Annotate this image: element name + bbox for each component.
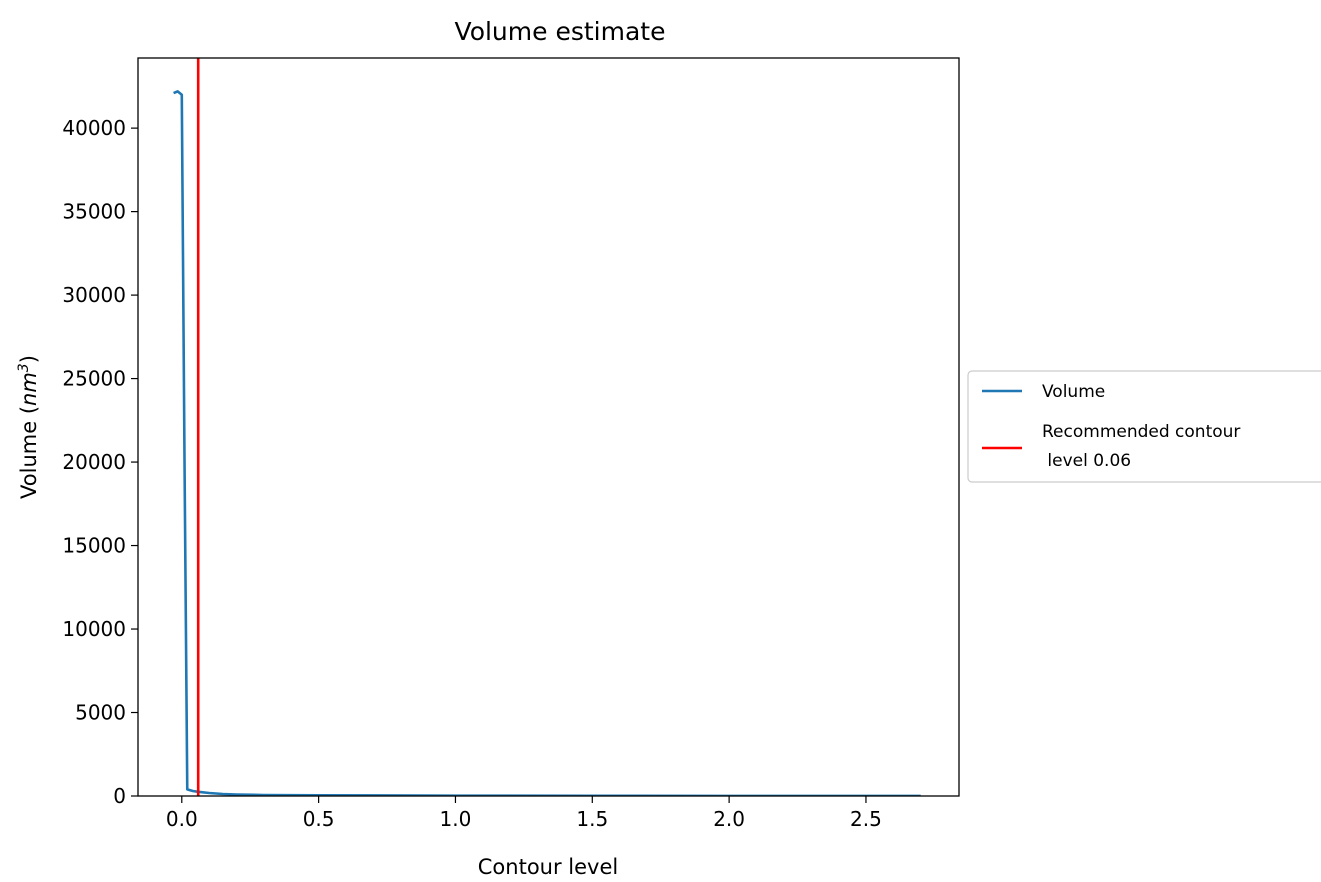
y-axis-label-unit: nm: [17, 372, 41, 406]
x-axis-ticks: 0.0 0.5 1.0 1.5 2.0 2.5: [166, 796, 882, 831]
y-tick-label: 40000: [62, 116, 126, 140]
y-tick-label: 20000: [62, 450, 126, 474]
y-tick-label: 5000: [75, 701, 126, 725]
legend-label-recommended-contour-line1: Recommended contour: [1042, 422, 1240, 442]
legend: Volume Recommended contour level 0.06: [967, 370, 1321, 483]
x-axis-label: Contour level: [478, 855, 618, 878]
legend-label-volume: Volume: [1042, 382, 1105, 402]
y-axis-label-prefix: Volume (: [17, 406, 41, 499]
x-tick-label: 0.0: [166, 807, 198, 831]
x-tick-label: 1.0: [440, 807, 472, 831]
x-tick-label: 0.5: [303, 807, 335, 831]
x-tick-label: 2.0: [713, 807, 745, 831]
y-tick-label: 15000: [62, 534, 126, 558]
x-tick-label: 1.5: [576, 807, 608, 831]
y-axis-label: Volume (nm3): [16, 355, 41, 499]
legend-label-recommended-contour-line2: level 0.06: [1042, 451, 1131, 471]
y-tick-label: 0: [113, 784, 126, 808]
y-axis-ticks: 0 5000 10000 15000 20000 25000 30000 35000 40000: [62, 116, 138, 808]
y-tick-label: 30000: [62, 283, 126, 307]
legend-box: [967, 370, 1321, 483]
x-tick-label: 2.5: [850, 807, 882, 831]
chart-title: Volume estimate: [455, 17, 666, 46]
y-tick-label: 10000: [62, 617, 126, 641]
y-tick-label: 25000: [62, 367, 126, 391]
axes-frame: [137, 57, 960, 797]
y-axis-label-suffix: ): [17, 355, 41, 363]
y-tick-label: 35000: [62, 200, 126, 224]
y-axis-label-exponent: 3: [16, 363, 32, 372]
